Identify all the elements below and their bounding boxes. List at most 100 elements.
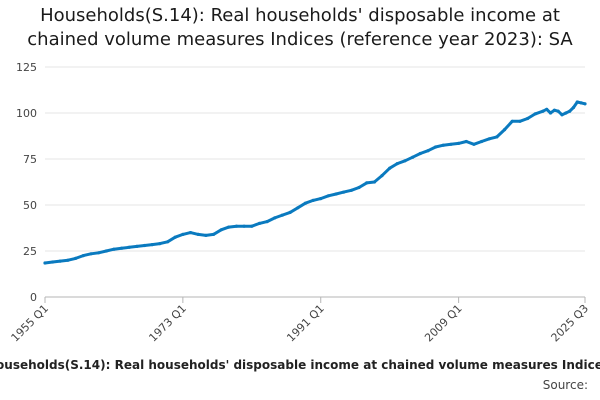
data-point[interactable] — [495, 135, 499, 139]
legend-label: Households(S.14): Real households' dispo… — [0, 358, 600, 372]
data-point[interactable] — [552, 108, 557, 112]
y-axis-ticks: 0 25 50 75 100 125 — [16, 61, 37, 304]
data-point[interactable] — [303, 201, 307, 205]
data-point[interactable] — [311, 198, 315, 202]
data-point[interactable] — [533, 112, 537, 116]
data-point[interactable] — [571, 105, 576, 110]
data-point[interactable] — [234, 224, 239, 228]
gridlines — [45, 66, 585, 298]
data-point[interactable] — [545, 107, 549, 111]
source-label: Source: — [542, 378, 588, 392]
data-point[interactable] — [127, 245, 131, 249]
data-point[interactable] — [403, 159, 407, 163]
data-point[interactable] — [564, 111, 568, 115]
data-point[interactable] — [181, 232, 185, 236]
y-tick-label-75: 75 — [23, 153, 37, 166]
data-point[interactable] — [81, 254, 85, 258]
chart-title-line-1: Households(S.14): Real households' dispo… — [40, 5, 560, 26]
data-point[interactable] — [150, 243, 154, 247]
y-tick-label-125: 125 — [16, 61, 37, 74]
data-point[interactable] — [135, 244, 139, 248]
data-point[interactable] — [357, 185, 361, 190]
data-point[interactable] — [334, 192, 338, 196]
data-point[interactable] — [257, 221, 262, 225]
y-tick-label-50: 50 — [23, 199, 37, 212]
data-point[interactable] — [112, 247, 116, 251]
data-point[interactable] — [273, 216, 277, 220]
data-point[interactable] — [342, 190, 346, 194]
chart-title-line-2: chained volume measures Indices (referen… — [27, 29, 573, 50]
data-point[interactable] — [556, 109, 560, 113]
y-tick-label-25: 25 — [23, 245, 37, 258]
data-point[interactable] — [326, 194, 330, 198]
data-point[interactable] — [568, 109, 572, 113]
series-line-0 — [43, 100, 587, 265]
data-point[interactable] — [526, 116, 530, 121]
data-point[interactable] — [66, 258, 70, 262]
x-axis: 1955 Q1 1973 Q1 1991 Q1 2009 Q1 2025 Q3 — [9, 296, 592, 345]
data-point[interactable] — [173, 235, 177, 239]
data-point[interactable] — [211, 232, 216, 236]
data-point[interactable] — [296, 206, 300, 210]
x-tick-label: 1991 Q1 — [284, 302, 327, 345]
data-point[interactable] — [365, 181, 369, 185]
data-point[interactable] — [472, 142, 476, 146]
data-point[interactable] — [541, 109, 545, 113]
data-point[interactable] — [372, 180, 376, 184]
data-point[interactable] — [575, 100, 579, 104]
data-point[interactable] — [74, 256, 78, 260]
data-point[interactable] — [411, 155, 415, 159]
data-point[interactable] — [380, 174, 384, 178]
data-point[interactable] — [426, 149, 430, 153]
x-tick-label: 2025 Q3 — [549, 302, 592, 345]
data-point[interactable] — [388, 166, 392, 170]
data-point[interactable] — [158, 242, 162, 246]
data-point[interactable] — [43, 261, 47, 265]
data-point[interactable] — [457, 141, 461, 145]
data-point[interactable] — [579, 101, 583, 105]
y-tick-label-100: 100 — [16, 107, 37, 120]
data-point[interactable] — [583, 102, 587, 106]
x-tick-label: 1955 Q1 — [9, 302, 52, 345]
data-point[interactable] — [464, 139, 468, 144]
legend: Households(S.14): Real households' dispo… — [0, 358, 600, 376]
data-point[interactable] — [441, 143, 445, 147]
data-point[interactable] — [548, 111, 553, 115]
data-point[interactable] — [349, 188, 353, 192]
x-tick-label: 2009 Q1 — [422, 302, 465, 345]
data-point[interactable] — [560, 113, 564, 117]
data-point[interactable] — [319, 197, 323, 201]
data-point[interactable] — [227, 225, 231, 229]
data-point[interactable] — [219, 228, 223, 232]
series-group — [43, 100, 587, 265]
data-point[interactable] — [143, 243, 147, 248]
data-point[interactable] — [418, 151, 422, 156]
data-point[interactable] — [58, 259, 62, 263]
data-point[interactable] — [434, 145, 438, 149]
data-point[interactable] — [288, 210, 292, 214]
data-point[interactable] — [503, 128, 507, 132]
data-point[interactable] — [280, 213, 284, 217]
data-point[interactable] — [510, 119, 514, 123]
data-point[interactable] — [518, 119, 522, 123]
chart-title: Households(S.14): Real households' dispo… — [0, 4, 600, 52]
data-point[interactable] — [196, 232, 200, 236]
data-point[interactable] — [166, 240, 170, 244]
data-point[interactable] — [250, 224, 254, 228]
data-point[interactable] — [265, 220, 269, 224]
data-point[interactable] — [89, 252, 93, 256]
data-point[interactable] — [104, 249, 108, 253]
data-point[interactable] — [480, 139, 484, 144]
data-point[interactable] — [204, 233, 208, 237]
data-point[interactable] — [395, 162, 399, 166]
data-point[interactable] — [97, 251, 101, 255]
data-point[interactable] — [120, 246, 124, 250]
x-tick-label: 1973 Q1 — [146, 302, 189, 345]
data-point[interactable] — [188, 231, 193, 235]
y-tick-label-0: 0 — [30, 291, 37, 304]
data-point[interactable] — [487, 137, 491, 141]
data-point[interactable] — [242, 224, 246, 228]
data-point[interactable] — [449, 142, 453, 146]
data-point[interactable] — [51, 260, 55, 264]
